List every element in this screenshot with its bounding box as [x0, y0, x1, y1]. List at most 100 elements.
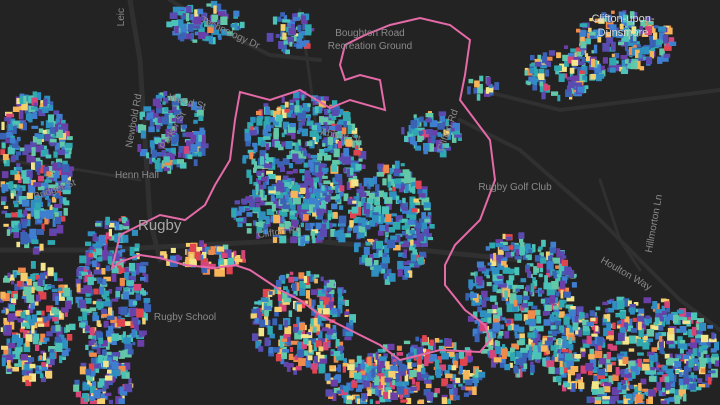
building: [325, 333, 330, 340]
building: [41, 277, 45, 287]
building: [47, 199, 51, 203]
building: [286, 108, 294, 118]
building: [409, 136, 416, 145]
building: [282, 349, 289, 353]
building: [477, 319, 483, 327]
building: [294, 105, 300, 113]
building: [49, 349, 55, 354]
building: [505, 251, 513, 258]
building: [338, 109, 344, 115]
building: [423, 376, 427, 381]
building: [368, 352, 373, 359]
building: [278, 203, 286, 209]
building: [677, 315, 684, 320]
building: [91, 338, 95, 346]
building: [333, 148, 340, 158]
building: [319, 300, 324, 308]
building: [409, 196, 416, 206]
building: [16, 168, 22, 173]
building: [499, 265, 505, 270]
building: [330, 106, 337, 113]
building: [304, 40, 310, 46]
building: [381, 376, 387, 385]
building: [525, 344, 532, 351]
building: [406, 397, 412, 404]
building: [326, 294, 332, 301]
building: [96, 332, 103, 340]
building: [54, 341, 62, 345]
building: [572, 66, 577, 70]
building: [264, 116, 271, 124]
building: [332, 100, 338, 108]
building: [559, 280, 566, 289]
building: [514, 331, 518, 336]
building: [310, 163, 314, 172]
building: [317, 213, 323, 220]
building: [333, 328, 337, 337]
building: [635, 49, 640, 59]
building: [458, 383, 463, 387]
building: [293, 323, 298, 330]
building: [415, 254, 420, 261]
building: [88, 253, 94, 258]
building: [51, 288, 58, 293]
building: [410, 252, 417, 262]
building: [176, 162, 182, 168]
building: [12, 106, 20, 112]
building: [242, 157, 247, 164]
building: [258, 211, 266, 220]
building: [6, 354, 14, 363]
building: [208, 249, 215, 255]
building: [346, 395, 354, 401]
building: [176, 19, 184, 27]
building: [671, 311, 678, 316]
building: [597, 336, 604, 346]
building: [5, 138, 13, 144]
building: [280, 198, 287, 205]
building: [97, 356, 104, 364]
building: [505, 301, 512, 305]
building: [475, 285, 482, 289]
building: [265, 201, 274, 206]
building: [398, 367, 406, 376]
building: [385, 361, 390, 370]
building: [646, 317, 652, 324]
building: [113, 369, 121, 377]
building: [315, 237, 323, 243]
building: [497, 259, 501, 268]
building: [709, 338, 717, 343]
building: [500, 324, 505, 330]
building: [46, 286, 52, 290]
building: [112, 253, 120, 262]
building: [460, 385, 466, 391]
building: [531, 244, 536, 253]
building: [323, 284, 327, 292]
building: [268, 173, 276, 180]
building: [657, 56, 663, 64]
building: [4, 117, 12, 122]
building: [400, 243, 408, 247]
building: [592, 388, 598, 395]
building: [519, 357, 527, 366]
building: [104, 392, 112, 396]
building: [7, 146, 15, 155]
building: [631, 26, 637, 34]
building: [292, 327, 301, 333]
building: [153, 112, 159, 121]
building: [423, 120, 428, 127]
building: [546, 350, 550, 355]
building: [350, 162, 358, 172]
building: [41, 223, 45, 232]
building: [84, 297, 92, 304]
building: [303, 162, 308, 168]
building: [390, 235, 397, 240]
building: [256, 170, 262, 176]
building: [25, 378, 32, 387]
building: [423, 145, 428, 155]
building: [111, 298, 119, 302]
building: [282, 204, 291, 210]
building: [146, 152, 150, 159]
building: [1, 345, 9, 350]
building: [595, 68, 603, 73]
building: [358, 151, 367, 160]
